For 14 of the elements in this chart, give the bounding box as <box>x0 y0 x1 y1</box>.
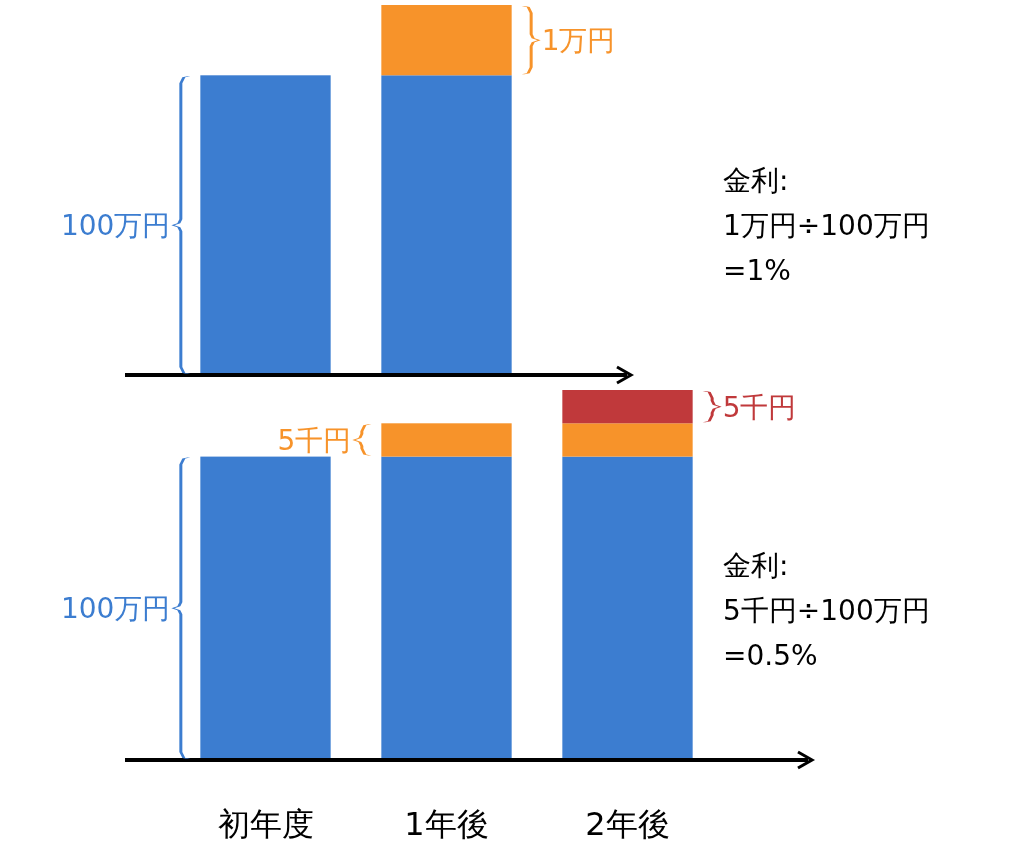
annotation: 5千円 <box>722 390 797 424</box>
annotation: 5千円÷100万円 <box>723 594 930 627</box>
x-tick-label: 1年後 <box>404 805 489 843</box>
x-tick-label: 2年後 <box>585 805 670 843</box>
annotation: 5千円 <box>277 423 352 457</box>
text: =1% <box>723 254 791 287</box>
annotation: 100万円 <box>60 592 171 626</box>
x-tick-label: 初年度 <box>217 805 314 843</box>
annotation: 1万円 <box>541 24 616 58</box>
annotation: =0.5% <box>723 639 818 672</box>
text: 1万円÷100万円 <box>723 209 930 242</box>
annotation: 100万円 <box>60 209 171 243</box>
text: 金利: <box>723 164 789 197</box>
annotation: 金利: <box>723 549 789 582</box>
